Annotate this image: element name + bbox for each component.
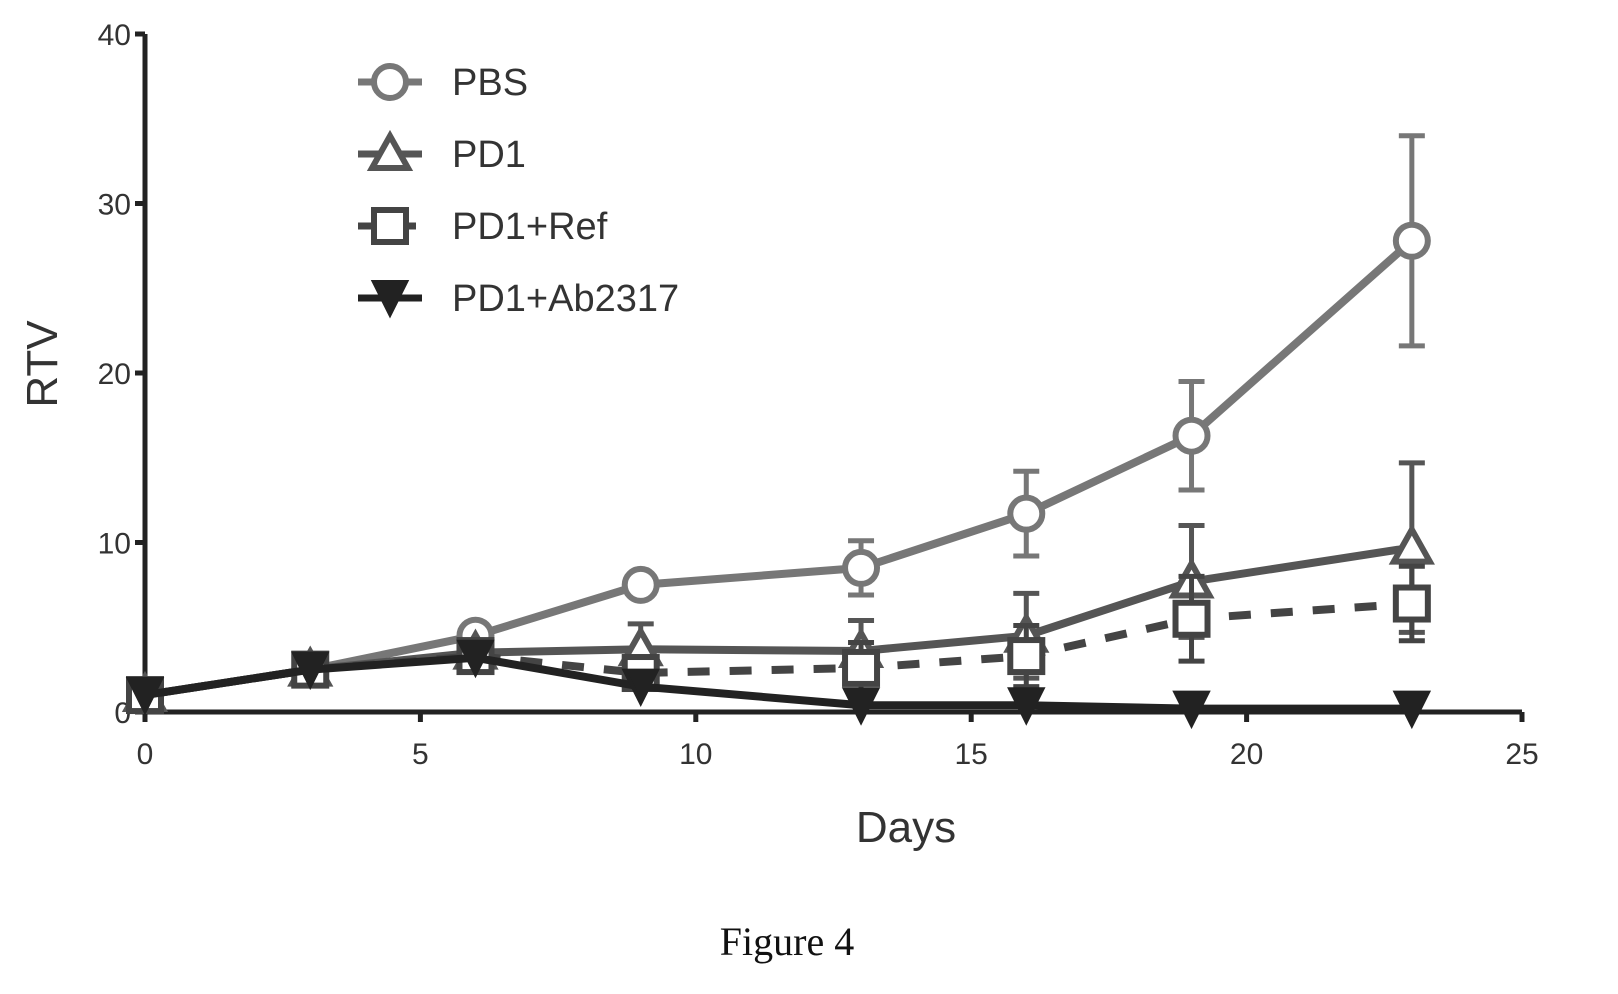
data-point (1392, 221, 1431, 260)
data-point (621, 668, 660, 708)
series-pd1-ref (126, 563, 1431, 715)
legend-marker (370, 280, 410, 319)
legend-marker (371, 207, 409, 245)
x-tick-label: 0 (137, 738, 154, 771)
data-point (1007, 637, 1046, 676)
legend-marker (371, 63, 409, 101)
x-tick-label: 15 (955, 738, 988, 771)
data-point (125, 677, 165, 716)
data-point (1007, 494, 1046, 533)
legend-label: PD1 (452, 134, 526, 176)
x-tick-label: 10 (679, 738, 712, 771)
data-point (456, 639, 495, 679)
series-line (144, 599, 1413, 700)
data-point (842, 548, 881, 587)
legend-item: PBS (358, 62, 528, 104)
y-tick-label: 10 (98, 528, 131, 561)
data-point (621, 565, 660, 604)
data-point (842, 648, 881, 687)
data-point (1007, 687, 1046, 726)
chart-legend: PBS PD1 PD1+Ref PD1+Ab2317 (358, 62, 679, 320)
x-tick-label: 20 (1230, 738, 1263, 771)
legend-marker (366, 129, 414, 171)
data-point (841, 687, 881, 726)
x-axis-title: Days (856, 803, 956, 852)
legend-label: PBS (452, 62, 528, 104)
x-tick-label: 25 (1505, 738, 1538, 771)
data-point (291, 651, 330, 691)
y-tick-label: 20 (98, 358, 131, 391)
data-point (1172, 599, 1211, 638)
y-tick-label: 30 (98, 189, 131, 222)
series-pbs (126, 133, 1431, 715)
chart-series (121, 133, 1435, 730)
data-point (1392, 690, 1432, 730)
series-line (144, 237, 1415, 700)
data-point (1392, 584, 1431, 623)
data-point (1172, 690, 1211, 730)
series-line (144, 653, 1412, 713)
legend-item: PD1+Ref (358, 206, 608, 248)
y-axis-title: RTV (18, 320, 67, 408)
y-tick-label: 40 (98, 19, 131, 52)
legend-item: PD1 (358, 129, 526, 176)
series-pd1-ab2317 (125, 639, 1432, 730)
legend-label: PD1+Ref (452, 206, 608, 248)
x-tick-label: 5 (412, 738, 429, 771)
figure-caption: Figure 4 (720, 919, 854, 964)
legend-item: PD1+Ab2317 (358, 278, 679, 320)
data-point (1388, 523, 1435, 565)
legend-label: PD1+Ab2317 (452, 278, 679, 320)
data-point (1172, 416, 1211, 455)
